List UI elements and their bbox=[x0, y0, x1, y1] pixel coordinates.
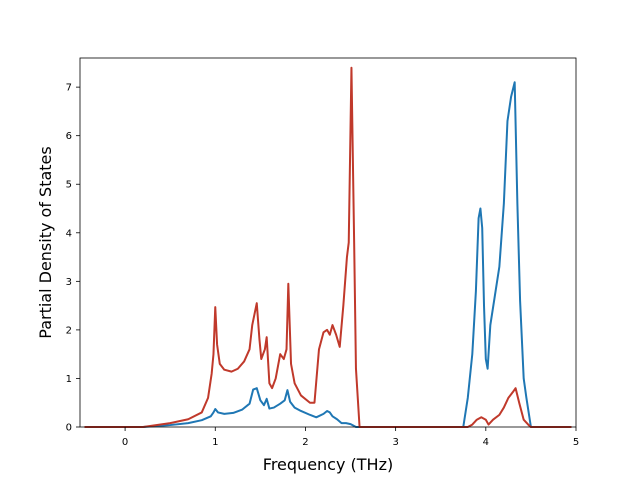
y-tick-label: 2 bbox=[66, 325, 72, 336]
series-line-0 bbox=[84, 81, 572, 428]
x-tick-label: 0 bbox=[122, 437, 128, 448]
y-tick-label: 3 bbox=[66, 277, 72, 288]
plot-frame bbox=[79, 57, 577, 428]
x-tick-label: 3 bbox=[392, 437, 398, 448]
x-tick-label: 1 bbox=[212, 437, 218, 448]
x-tick-label: 5 bbox=[573, 437, 579, 448]
y-tick-label: 0 bbox=[66, 423, 72, 434]
series-line-1 bbox=[84, 66, 572, 428]
y-tick-label: 4 bbox=[66, 228, 72, 239]
series-layer bbox=[84, 66, 572, 428]
ticks-layer: 0 1 2 3 4 5 0 1 2 3 4 5 6 7 bbox=[66, 83, 580, 448]
x-tick-label: 4 bbox=[483, 437, 489, 448]
x-axis-label: Frequency (THz) bbox=[263, 455, 393, 474]
y-tick-label: 6 bbox=[66, 131, 72, 142]
y-tick-label: 5 bbox=[66, 180, 72, 191]
y-tick-label: 7 bbox=[66, 83, 72, 94]
y-axis-label: Partial Density of States bbox=[36, 146, 55, 338]
x-tick-label: 2 bbox=[302, 437, 308, 448]
y-tick-label: 1 bbox=[66, 374, 72, 385]
